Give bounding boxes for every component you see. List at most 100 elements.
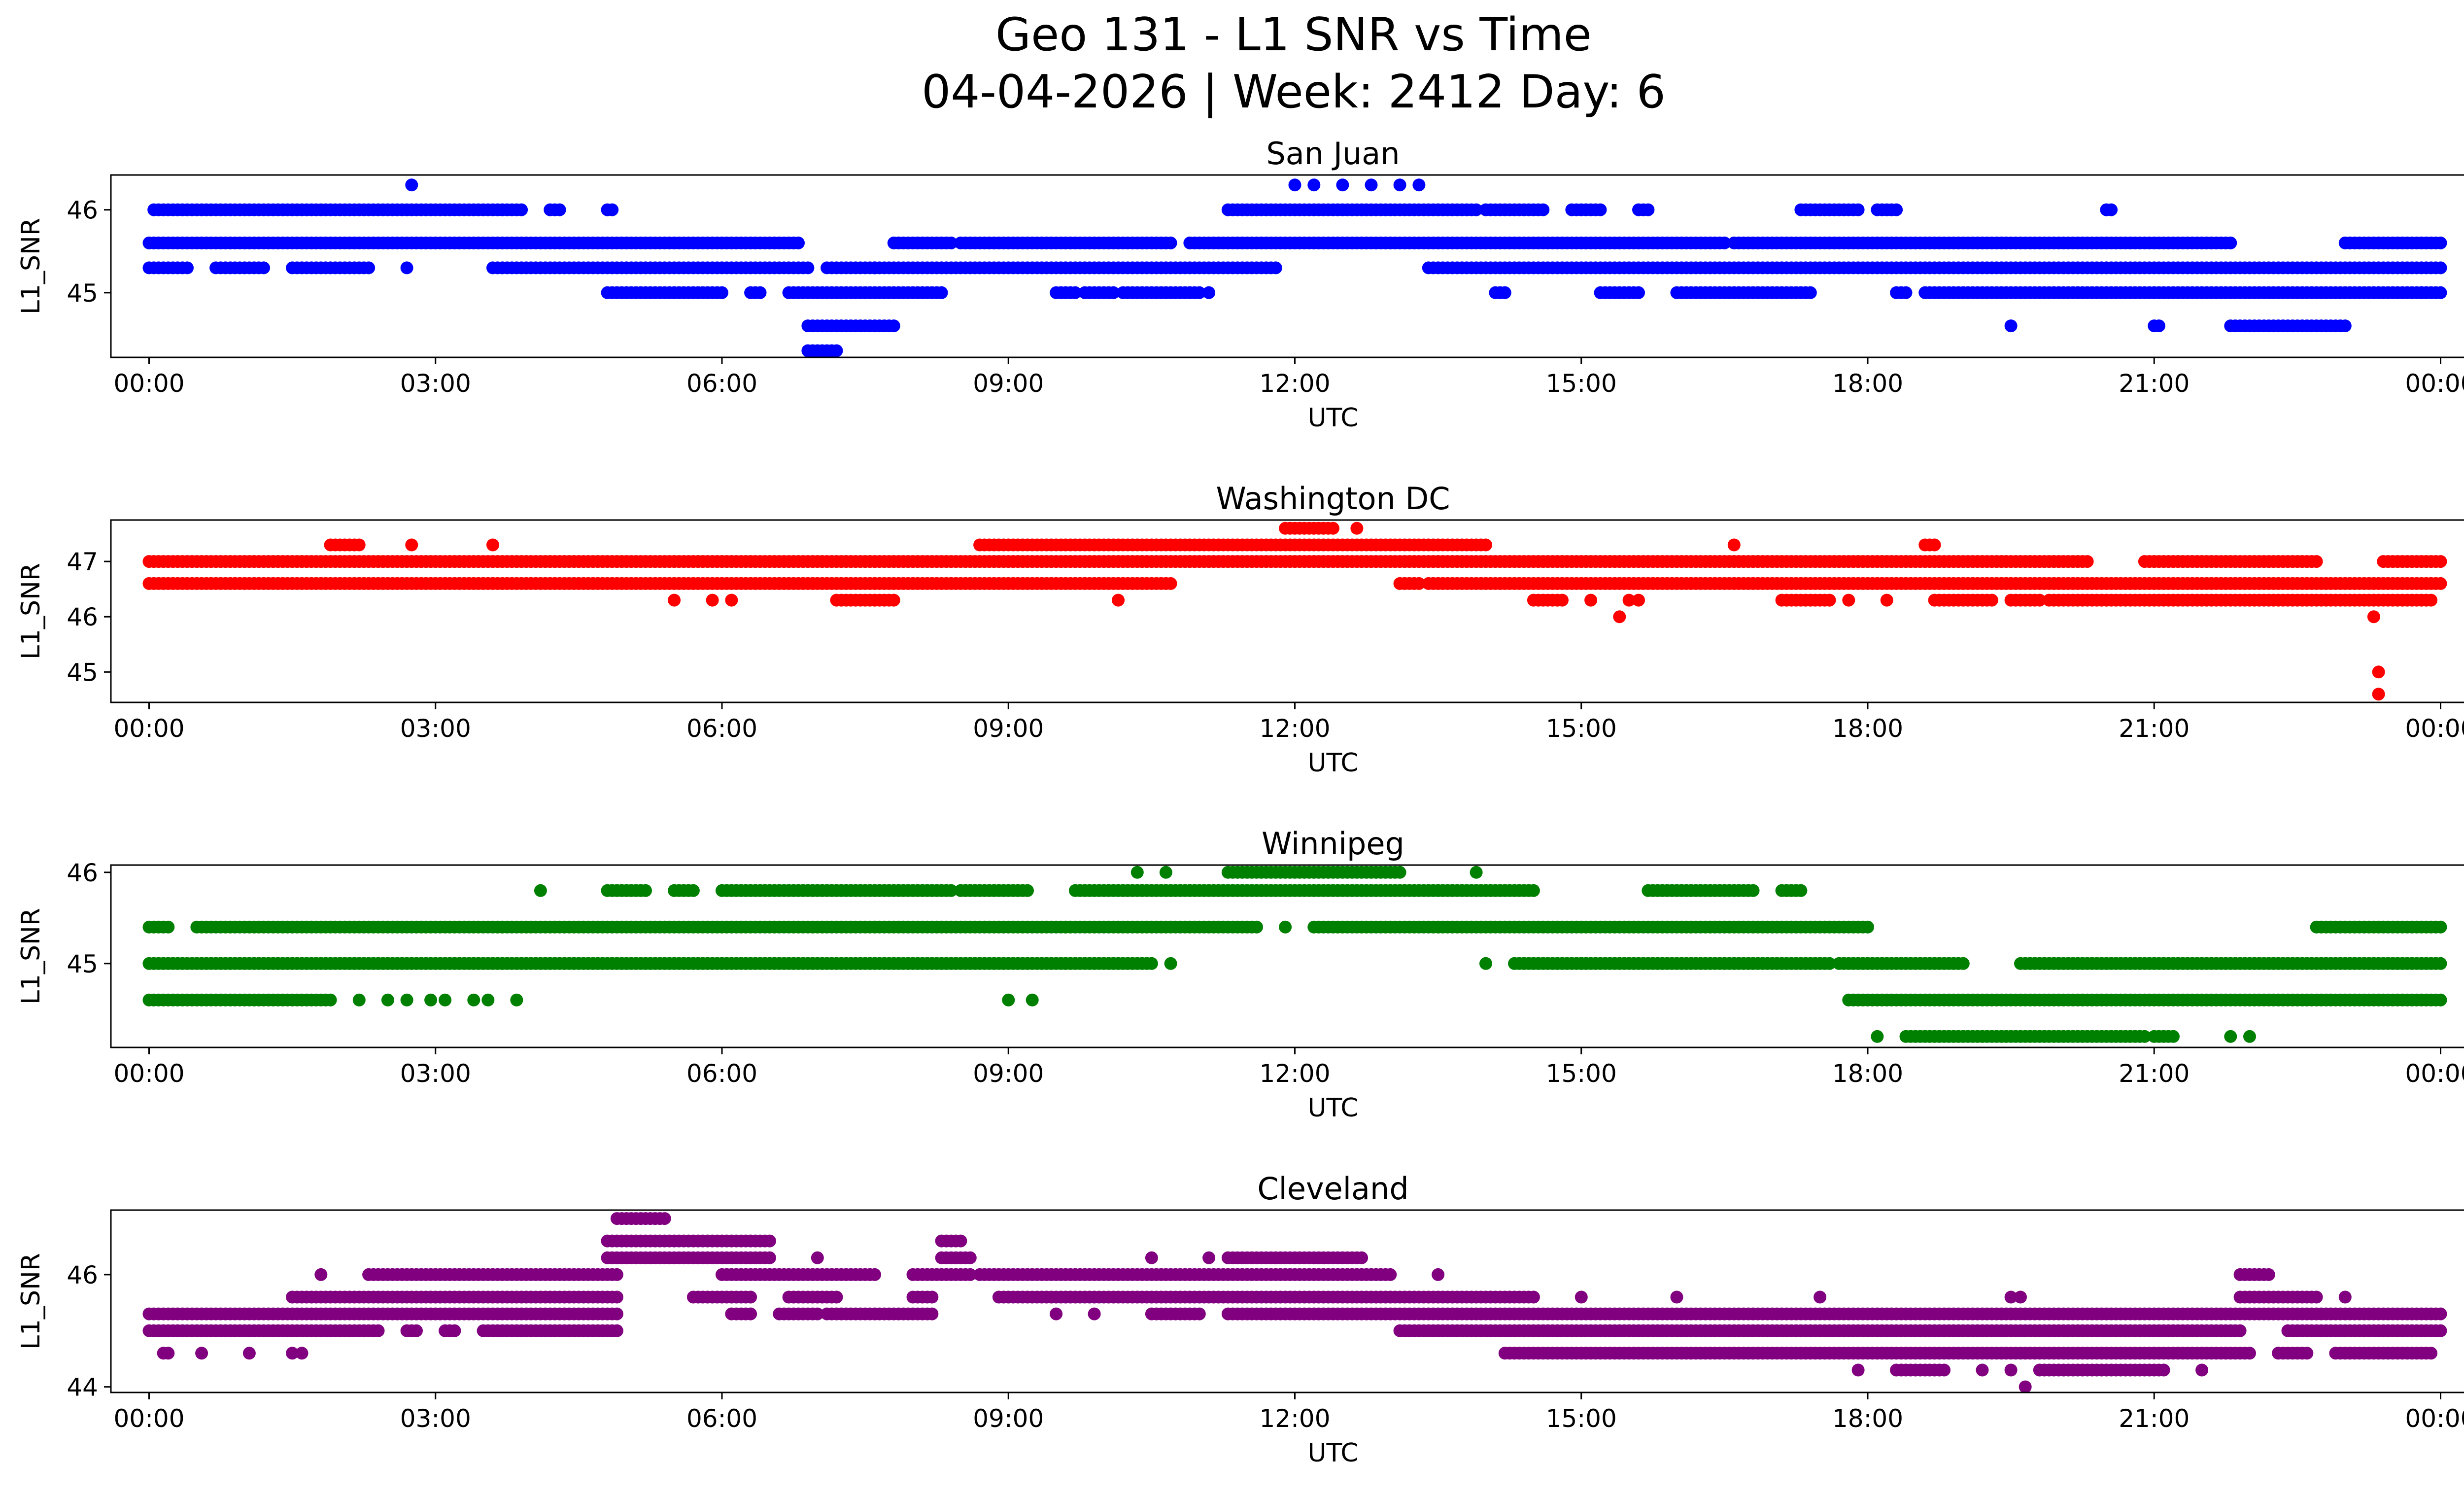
x-tick-label: 21:00 xyxy=(2119,714,2190,743)
data-point xyxy=(744,1307,757,1321)
x-tick-label: 03:00 xyxy=(400,1059,471,1088)
y-tick-label: 46 xyxy=(67,859,98,887)
data-point xyxy=(2434,577,2447,590)
axes-frame xyxy=(110,864,2464,1048)
data-point xyxy=(400,993,413,1007)
data-points xyxy=(142,522,2447,701)
subplot-title: Winnipeg xyxy=(1262,826,1404,862)
data-point xyxy=(1269,261,1282,275)
y-tick-label: 45 xyxy=(67,658,98,687)
data-point xyxy=(2434,957,2447,970)
data-point xyxy=(1288,178,1301,192)
x-tick-label: 00:00 xyxy=(113,369,184,398)
data-point xyxy=(1279,920,1292,934)
data-point xyxy=(1193,1307,1206,1321)
data-point xyxy=(1613,610,1626,624)
data-point xyxy=(405,178,418,192)
x-tick-label: 18:00 xyxy=(1832,714,1903,743)
data-point xyxy=(1307,178,1321,192)
figure-title-line2: 04-04-2026 | Week: 2412 Day: 6 xyxy=(922,65,1666,118)
data-point xyxy=(1107,286,1120,299)
data-point xyxy=(725,593,738,607)
data-point xyxy=(467,993,480,1007)
data-point xyxy=(1164,236,1177,249)
data-point xyxy=(410,1324,423,1337)
data-point xyxy=(2372,665,2385,679)
data-point xyxy=(801,261,815,275)
data-point xyxy=(2105,203,2118,216)
x-tick-label: 18:00 xyxy=(1832,1059,1903,1088)
subplot-title: San Juan xyxy=(1266,136,1400,172)
y-axis-label: L1_SNR xyxy=(16,563,46,660)
data-point xyxy=(1899,286,1913,299)
x-tick-label: 12:00 xyxy=(1259,1059,1330,1088)
data-point xyxy=(1193,286,1206,299)
x-tick-label: 12:00 xyxy=(1259,714,1330,743)
data-point xyxy=(324,993,337,1007)
x-tick-label: 15:00 xyxy=(1546,714,1617,743)
figure-title-line1: Geo 131 - L1 SNR vs Time xyxy=(995,8,1592,61)
data-point xyxy=(1642,203,1655,216)
data-point xyxy=(1470,203,1483,216)
y-axis-label: L1_SNR xyxy=(16,218,46,314)
data-point xyxy=(1632,286,1645,299)
x-tick-label: 00:00 xyxy=(2405,369,2464,398)
x-axis-label: UTC xyxy=(1307,1093,1358,1123)
data-point xyxy=(1164,957,1177,970)
data-point xyxy=(1794,884,1808,897)
data-point xyxy=(1479,538,1492,552)
data-point xyxy=(2434,555,2447,568)
data-point xyxy=(2434,261,2447,275)
data-point xyxy=(1928,538,1941,552)
data-point xyxy=(744,1290,757,1304)
data-point xyxy=(439,993,452,1007)
data-point xyxy=(2367,610,2380,624)
data-point xyxy=(1393,866,1406,879)
x-tick-label: 09:00 xyxy=(973,369,1044,398)
data-point xyxy=(1068,286,1082,299)
data-point xyxy=(925,1290,939,1304)
data-point xyxy=(1393,178,1406,192)
x-tick-label: 03:00 xyxy=(400,714,471,743)
data-point xyxy=(610,1307,623,1321)
data-point xyxy=(639,884,652,897)
data-point xyxy=(706,593,719,607)
x-tick-label: 18:00 xyxy=(1832,369,1903,398)
data-point xyxy=(1804,286,1817,299)
data-point xyxy=(2434,1307,2447,1321)
data-point xyxy=(1861,920,1874,934)
x-tick-label: 06:00 xyxy=(686,369,757,398)
data-point xyxy=(1584,593,1598,607)
data-point xyxy=(2425,593,2438,607)
data-point xyxy=(1498,286,1511,299)
data-point xyxy=(1159,866,1172,879)
data-point xyxy=(1026,993,1039,1007)
x-tick-label: 06:00 xyxy=(686,714,757,743)
y-tick-label: 46 xyxy=(67,603,98,631)
data-point xyxy=(481,993,495,1007)
data-point xyxy=(2300,1347,2314,1360)
data-point xyxy=(1823,957,1836,970)
data-point xyxy=(1527,884,1540,897)
data-point xyxy=(1537,203,1550,216)
data-point xyxy=(2372,688,2385,701)
data-point xyxy=(448,1324,461,1337)
data-point xyxy=(486,538,499,552)
data-point xyxy=(1956,957,1970,970)
x-tick-label: 21:00 xyxy=(2119,369,2190,398)
data-point xyxy=(1718,236,1731,249)
data-point xyxy=(1336,178,1349,192)
data-point xyxy=(1021,884,1034,897)
y-tick-label: 47 xyxy=(67,548,98,576)
data-point xyxy=(1350,522,1364,535)
data-point xyxy=(1479,957,1492,970)
data-point xyxy=(372,1324,385,1337)
subplot-title: Washington DC xyxy=(1216,481,1450,517)
data-point xyxy=(1327,522,1339,535)
data-point xyxy=(1594,203,1607,216)
data-point xyxy=(2425,1347,2438,1360)
